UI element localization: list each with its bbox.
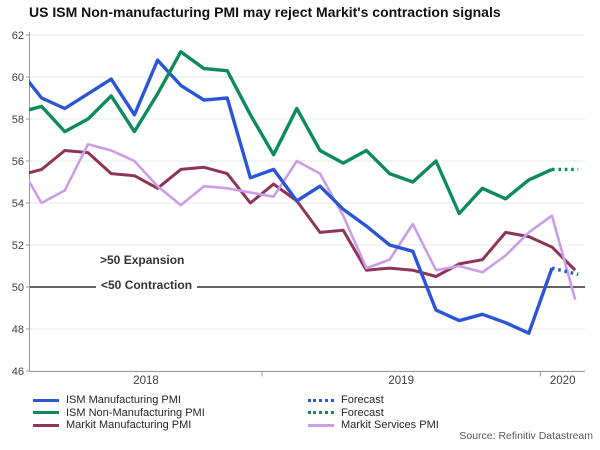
x-year-label: 2019 (388, 375, 414, 387)
x-year-label: 2018 (133, 375, 159, 387)
legend-item-markit_svcs: Markit Services PMI (308, 419, 439, 432)
legend-solid-line-sample (33, 423, 59, 427)
series-line-ism_nonmfg (29, 50, 553, 216)
legend-item-ism_nonmfg: ISM Non-Manufacturing PMI (33, 407, 205, 420)
legend-column-2: Forecast Forecast Markit Services PMI (308, 394, 439, 432)
y-tick-label: 46 (12, 366, 24, 378)
chart-title: US ISM Non-manufacturing PMI may reject … (29, 4, 501, 20)
y-tick-label: 60 (12, 72, 24, 84)
legend-label: Markit Manufacturing PMI (66, 419, 192, 432)
legend-label: ISM Non-Manufacturing PMI (66, 406, 205, 419)
source-attribution: Source: Refinitiv Datastream (459, 430, 593, 442)
legend-item-ism_nonmfg-forecast: Forecast (308, 407, 439, 420)
y-tick-label: 54 (12, 198, 24, 210)
legend-column-1: ISM Manufacturing PMI ISM Non-Manufacturi… (33, 394, 205, 432)
y-tick-label: 56 (12, 156, 24, 168)
y-tick-label: 48 (12, 324, 24, 336)
forecast-line-ism_mfg (551, 266, 579, 277)
legend-dotted-line-sample (308, 398, 334, 402)
legend-dotted-line-sample (308, 411, 334, 415)
y-tick-label: 52 (12, 240, 24, 252)
legend-solid-line-sample (33, 398, 59, 402)
legend-solid-line-sample (33, 411, 59, 415)
y-tick-label: 58 (12, 114, 24, 126)
legend-item-ism_mfg-forecast: Forecast (308, 394, 439, 407)
expansion-annotation: >50 Expansion (100, 253, 185, 267)
legend-solid-line-sample (308, 423, 334, 427)
y-tick-label: 50 (12, 282, 24, 294)
legend-label: Forecast (341, 406, 384, 419)
legend-item-markit_mfg: Markit Manufacturing PMI (33, 419, 205, 432)
y-tick-label: 62 (12, 30, 24, 42)
x-year-label: 2020 (550, 375, 576, 387)
legend-label: ISM Manufacturing PMI (66, 394, 181, 407)
legend-item-ism_mfg: ISM Manufacturing PMI (33, 394, 205, 407)
legend-label: Forecast (341, 394, 384, 407)
series-line-ism_mfg (29, 58, 554, 335)
contraction-annotation: <50 Contraction (96, 279, 198, 292)
legend-label: Markit Services PMI (341, 419, 439, 432)
series-line-markit_svcs (29, 142, 577, 300)
